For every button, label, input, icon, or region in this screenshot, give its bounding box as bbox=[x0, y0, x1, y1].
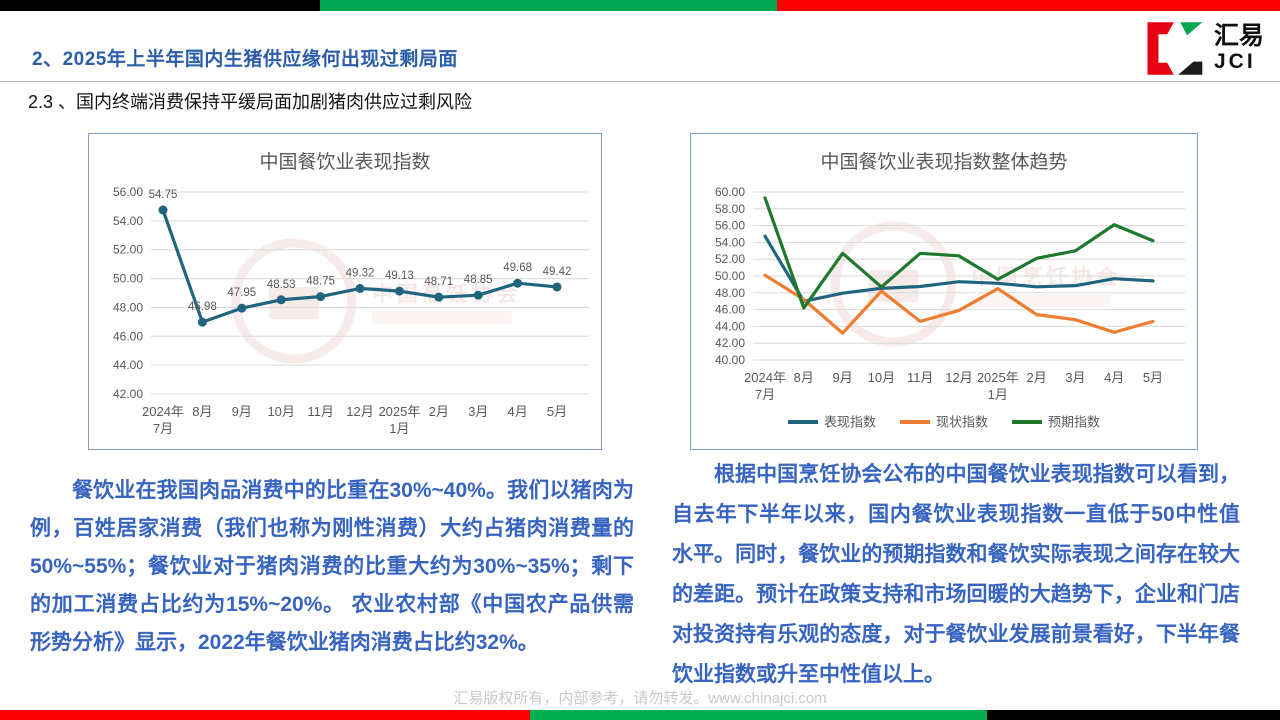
svg-text:11月: 11月 bbox=[307, 404, 334, 419]
svg-text:48.75: 48.75 bbox=[306, 276, 335, 288]
svg-text:56.00: 56.00 bbox=[113, 185, 143, 199]
svg-text:2月: 2月 bbox=[1026, 370, 1046, 385]
svg-text:49.13: 49.13 bbox=[385, 270, 414, 282]
performance-index-chart-svg: 中国烹饪协会中国餐饮业表现指数56.0054.0052.0050.0048.00… bbox=[113, 151, 589, 436]
svg-text:11月: 11月 bbox=[907, 370, 934, 385]
jci-logo-icon bbox=[1147, 22, 1203, 75]
svg-text:48.71: 48.71 bbox=[424, 276, 453, 288]
svg-text:表现指数: 表现指数 bbox=[824, 415, 876, 430]
svg-text:52.00: 52.00 bbox=[715, 252, 745, 266]
chart-overall-trend: 中国烹饪协会 中国餐饮业表现指数整体趋势 60.00 58.00 56.00 54.00 5… bbox=[690, 133, 1198, 450]
footer-copyright: 汇易版权所有，内部参考，请勿转发。www.chinajci.com bbox=[453, 690, 827, 707]
left-commentary: 餐饮业在我国肉品消费中的比重在30%~40%。我们以猪肉为例，百姓居家消费（我们… bbox=[30, 479, 634, 654]
svg-text:52.00: 52.00 bbox=[113, 243, 143, 257]
jci-logo: 汇易 JCI bbox=[1145, 20, 1264, 77]
bottombar-red-segment bbox=[0, 710, 530, 720]
svg-text:中国餐饮业表现指数: 中国餐饮业表现指数 bbox=[259, 151, 430, 173]
topbar-red-segment bbox=[776, 0, 1280, 11]
svg-text:40.00: 40.00 bbox=[715, 353, 745, 367]
svg-text:9月: 9月 bbox=[832, 370, 852, 385]
svg-text:46.00: 46.00 bbox=[113, 329, 143, 343]
svg-text:5月: 5月 bbox=[1143, 370, 1163, 385]
svg-text:9月: 9月 bbox=[232, 404, 252, 419]
svg-text:49.68: 49.68 bbox=[503, 262, 532, 274]
svg-text:44.00: 44.00 bbox=[113, 358, 143, 372]
bottombar-black-segment bbox=[986, 710, 1280, 720]
svg-text:50.00: 50.00 bbox=[715, 269, 745, 283]
svg-text:46.98: 46.98 bbox=[188, 301, 217, 313]
svg-text:54.00: 54.00 bbox=[715, 235, 745, 249]
logo-text-cn: 汇易 bbox=[1213, 22, 1264, 51]
svg-text:10月: 10月 bbox=[868, 370, 895, 385]
svg-text:54.75: 54.75 bbox=[149, 189, 178, 201]
overall-trend-chart-svg: 中国烹饪协会中国餐饮业表现指数整体趋势60.0058.0056.0054.005… bbox=[715, 151, 1185, 430]
svg-text:3月: 3月 bbox=[1065, 370, 1085, 385]
header-divider bbox=[0, 81, 1280, 82]
logo-text-en: JCI bbox=[1213, 49, 1256, 73]
svg-text:58.00: 58.00 bbox=[715, 202, 745, 216]
right-commentary: 根据中国烹饪协会公布的中国餐饮业表现指数可以看到，自去年下半年以来，国内餐饮业表… bbox=[672, 463, 1240, 686]
svg-text:42.00: 42.00 bbox=[113, 387, 143, 401]
subsection-title: 2.3 、国内终端消费保持平缓局面加剧猪肉供应过剩风险 bbox=[28, 92, 473, 112]
svg-text:44.00: 44.00 bbox=[715, 319, 745, 333]
svg-text:54.00: 54.00 bbox=[113, 214, 143, 228]
topbar-black-segment bbox=[0, 0, 320, 11]
svg-text:60.00: 60.00 bbox=[715, 185, 745, 199]
svg-text:12月: 12月 bbox=[945, 370, 972, 385]
svg-text:8月: 8月 bbox=[794, 370, 814, 385]
svg-text:47.95: 47.95 bbox=[227, 287, 256, 299]
topbar-green-segment bbox=[320, 0, 777, 11]
svg-text:5月: 5月 bbox=[547, 404, 567, 419]
svg-text:50.00: 50.00 bbox=[113, 272, 143, 286]
svg-text:48.85: 48.85 bbox=[464, 274, 493, 286]
svg-text:预期指数: 预期指数 bbox=[1048, 415, 1100, 430]
svg-text:48.53: 48.53 bbox=[267, 279, 296, 291]
jci-logo-text: 汇易 JCI bbox=[1214, 23, 1264, 73]
svg-text:42.00: 42.00 bbox=[715, 336, 745, 350]
svg-text:8月: 8月 bbox=[192, 404, 212, 419]
section-title: 2、2025年上半年国内生猪供应缘何出现过剩局面 bbox=[32, 49, 458, 70]
svg-text:12月: 12月 bbox=[346, 404, 373, 419]
svg-text:56.00: 56.00 bbox=[715, 219, 745, 233]
svg-text:10月: 10月 bbox=[267, 404, 294, 419]
svg-text:48.00: 48.00 bbox=[113, 300, 143, 314]
svg-text:2月: 2月 bbox=[429, 404, 449, 419]
bottom-color-bar bbox=[0, 710, 1280, 720]
svg-text:现状指数: 现状指数 bbox=[936, 415, 988, 430]
top-color-bar bbox=[0, 0, 1280, 11]
svg-text:3月: 3月 bbox=[468, 404, 488, 419]
chart-performance-index: 中国烹饪协会 中国餐饮业表现指数 56.00 54.00 52.00 50.00 48.00… bbox=[88, 133, 602, 450]
svg-text:46.00: 46.00 bbox=[715, 303, 745, 317]
svg-text:49.42: 49.42 bbox=[543, 266, 572, 278]
bottombar-green-segment bbox=[529, 710, 987, 720]
svg-text:4月: 4月 bbox=[507, 404, 527, 419]
svg-text:49.32: 49.32 bbox=[346, 267, 375, 279]
svg-text:中国餐饮业表现指数整体趋势: 中国餐饮业表现指数整体趋势 bbox=[820, 151, 1067, 173]
svg-text:4月: 4月 bbox=[1104, 370, 1124, 385]
svg-text:48.00: 48.00 bbox=[715, 286, 745, 300]
